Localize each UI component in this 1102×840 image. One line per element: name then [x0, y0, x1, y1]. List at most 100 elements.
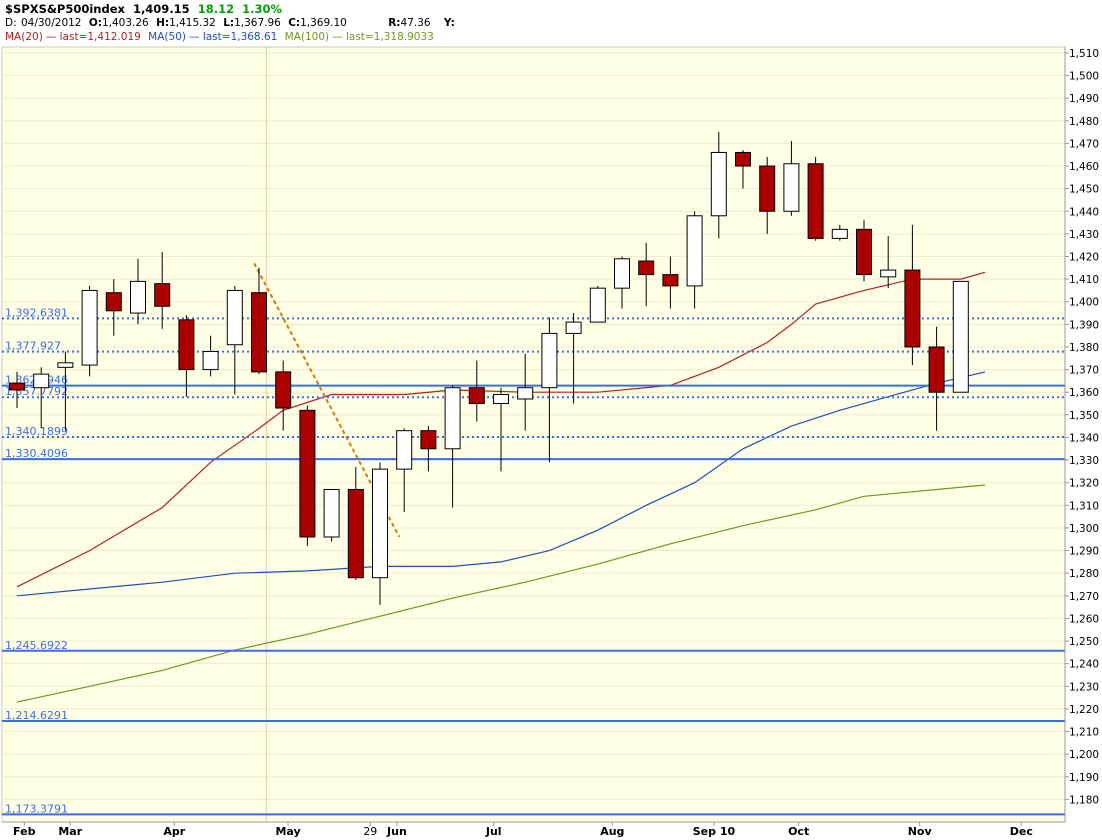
ma20-last: last=1,412.019 [59, 31, 141, 43]
y-tick-label: 1,390 [1069, 319, 1099, 331]
candle-body-down [275, 371, 292, 409]
candle-body-down [154, 283, 171, 307]
candle [710, 132, 727, 239]
candle-body-down [759, 165, 776, 212]
candle [105, 279, 122, 336]
candle [323, 488, 340, 542]
candle [880, 236, 897, 289]
candle-body-down [299, 409, 316, 538]
price-change-pct: 1.30% [242, 2, 283, 16]
candle-body-up [57, 362, 74, 368]
candle [735, 150, 751, 189]
candle-body-down [638, 260, 655, 276]
x-tick-label: Jul [485, 825, 502, 838]
ma50-last: last=1,368.61 [202, 31, 278, 43]
ma100-last: last=1,318.9033 [345, 31, 434, 43]
y-tick-label: 1,310 [1069, 500, 1099, 512]
candle-body-up [831, 228, 848, 239]
candle [299, 405, 316, 547]
candle [638, 242, 655, 307]
ma50-label: MA(50) [148, 31, 186, 43]
ma100-legend: MA(100) — last=1,318.9033 [284, 31, 434, 43]
x-tick-label: Oct [788, 825, 809, 838]
y-tick-label: 1,470 [1069, 138, 1099, 150]
candle-body-up [589, 287, 606, 323]
candle [347, 466, 364, 580]
candle-body-down [928, 346, 945, 393]
candle [614, 256, 630, 309]
candle-body-up [614, 258, 630, 289]
r-value: 47.36 [400, 17, 431, 29]
ma50-legend: MA(50) — last=1,368.61 [148, 31, 278, 43]
x-tick-label: May [275, 825, 300, 838]
x-tick-label: 29 [363, 825, 377, 838]
candle-body-up [130, 280, 146, 314]
ma20-label: MA(20) [5, 31, 43, 43]
support-line-label: 1,377.927 [5, 340, 61, 353]
candle [275, 360, 292, 431]
x-tick-label: Aug [600, 825, 624, 838]
ma50-line [16, 371, 986, 597]
support-line-label: 1,340.1899 [5, 425, 68, 438]
candle [565, 313, 582, 404]
ticker-name: S&P500index [38, 2, 125, 16]
y-tick-label: 1,240 [1069, 659, 1099, 671]
y-tick-label: 1,500 [1069, 71, 1099, 83]
y-tick-label: 1,220 [1069, 704, 1099, 716]
candle-body-up [202, 351, 219, 371]
x-tick-label: Nov [908, 825, 933, 838]
y-tick-label: 1,300 [1069, 523, 1099, 535]
y-tick-label: 1,480 [1069, 116, 1099, 128]
x-tick-label: Jun [386, 825, 407, 838]
candle-body-up [710, 151, 727, 217]
candle [420, 426, 437, 472]
y-tick-label: 1,460 [1069, 161, 1099, 173]
open-value: 1,403.26 [101, 17, 149, 29]
y-tick-label: 1,490 [1069, 93, 1099, 105]
y-tick-label: 1,410 [1069, 274, 1099, 286]
y-tick-label: 1,370 [1069, 365, 1099, 377]
candle [202, 335, 219, 377]
candle [81, 285, 98, 377]
candle-body-up [541, 332, 558, 389]
candle [251, 267, 267, 375]
candle-body-up [952, 280, 969, 393]
candle-body-up [396, 430, 413, 470]
y-tick-label: 1,330 [1069, 455, 1099, 467]
candle [759, 156, 776, 234]
candle-body-down [105, 292, 122, 312]
y-tick-label: 1,340 [1069, 432, 1099, 444]
candle-body-down [251, 292, 267, 373]
candle [57, 351, 74, 431]
candle [831, 224, 848, 241]
candle-body-up [783, 163, 800, 212]
ma20-legend: MA(20) — last=1,412.019 [5, 31, 141, 43]
y-tick-label: 1,350 [1069, 410, 1099, 422]
low-value: 1,367.96 [234, 17, 281, 29]
candle [928, 326, 945, 431]
candle [9, 371, 25, 409]
candle-body-up [880, 269, 897, 278]
y-tick-label: 1,270 [1069, 591, 1099, 603]
ma-legend: MA(20) — last=1,412.019 MA(50) — last=1,36… [5, 31, 438, 43]
ticker-symbol: $SPX [5, 2, 39, 16]
candle-body-up [226, 289, 243, 346]
candle [807, 156, 824, 241]
y-tick-label: 1,190 [1069, 772, 1099, 784]
candle [493, 387, 509, 472]
candle-body-down [662, 274, 679, 287]
candle [856, 220, 872, 282]
x-tick-label: Sep 10 [693, 825, 736, 838]
candle-body-up [81, 289, 98, 366]
candle [904, 224, 921, 366]
close-value: 1,369.10 [300, 17, 347, 29]
ma20-line [16, 271, 986, 588]
y-tick-label: 1,210 [1069, 727, 1099, 739]
support-line-label: 1,245.6922 [5, 639, 68, 652]
trendline [253, 262, 401, 538]
x-tick-label: Apr [163, 825, 185, 838]
candle [226, 285, 243, 395]
candle [33, 367, 50, 429]
